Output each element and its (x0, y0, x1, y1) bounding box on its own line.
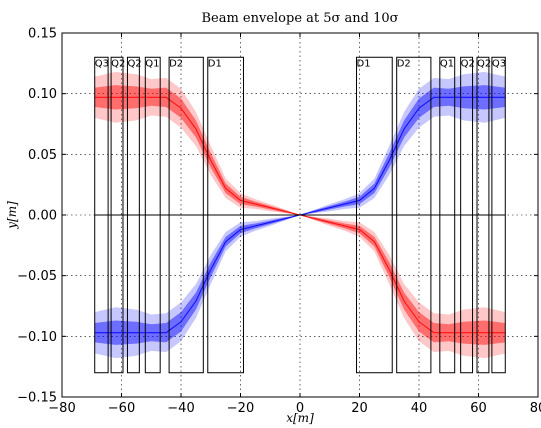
envelope-outer-band-red (94, 71, 506, 359)
beamline-element-label: Q3 (492, 58, 506, 69)
y-axis-ticks: −0.15 −0.10 −0.05 0.00 0.05 0.10 0.15 (17, 27, 538, 406)
beamline-element-label: D1 (357, 58, 371, 69)
y-tick-label: 0.00 (28, 209, 57, 224)
y-tick-label: 0.10 (28, 87, 57, 102)
y-tick-label: 0.05 (28, 148, 57, 163)
x-axis-label: x[m] (286, 411, 314, 425)
beamline-element-label: Q3 (95, 58, 109, 69)
beamline-element-label: D2 (397, 58, 411, 69)
plot-area: Q3 Q2 Q2 Q1 D2 D1 D1 D2 Q1 Q2 Q2 Q3 (62, 33, 538, 397)
beamline-element-label: Q2 (111, 58, 125, 69)
beamline-element-label: D1 (208, 58, 222, 69)
x-tick-label: 0 (296, 401, 304, 416)
y-tick-label: −0.10 (17, 330, 57, 345)
x-tick-label: 80 (530, 401, 541, 416)
x-tick-label: −20 (227, 401, 254, 416)
x-tick-label: −60 (108, 401, 135, 416)
beamline-element-label: Q1 (145, 58, 159, 69)
y-tick-label: −0.05 (17, 269, 57, 284)
envelope-outer-band-blue (94, 71, 506, 359)
x-tick-label: 60 (470, 401, 487, 416)
x-tick-label: 20 (351, 401, 368, 416)
x-axis-ticks: −80 −60 −40 −20 0 20 40 60 80 (48, 33, 541, 416)
beamline-element-label: Q2 (477, 58, 491, 69)
beamline-element-label: D2 (169, 58, 183, 69)
y-tick-label: −0.15 (17, 391, 57, 406)
chart-title: Beam envelope at 5σ and 10σ (201, 11, 398, 26)
x-tick-label: −80 (48, 401, 75, 416)
x-tick-label: 40 (411, 401, 428, 416)
beamline-element-label: Q2 (127, 58, 141, 69)
beamline-element-label: Q2 (461, 58, 475, 69)
y-axis-label: y[m] (5, 201, 19, 230)
x-tick-label: −40 (167, 401, 194, 416)
y-tick-label: 0.15 (28, 27, 57, 42)
beamline-element-label: Q1 (440, 58, 454, 69)
